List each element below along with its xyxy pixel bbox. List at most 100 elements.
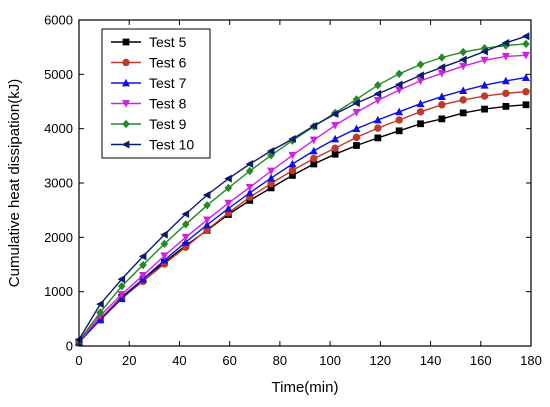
data-point xyxy=(417,120,424,128)
data-point xyxy=(203,220,212,229)
data-point xyxy=(352,99,360,108)
data-point xyxy=(266,146,275,155)
data-point xyxy=(501,76,510,85)
data-point xyxy=(203,201,211,210)
data-point xyxy=(522,88,530,96)
data-point xyxy=(181,220,190,229)
data-point xyxy=(501,38,510,47)
x-tick-label: 180 xyxy=(520,353,542,368)
x-tick-label: 100 xyxy=(319,353,341,368)
data-point xyxy=(459,96,467,104)
data-point xyxy=(522,39,530,49)
legend-marker xyxy=(122,100,130,108)
legend-marker xyxy=(121,140,130,149)
data-point xyxy=(395,86,404,95)
data-point xyxy=(330,109,339,118)
data-point xyxy=(309,136,318,145)
data-point xyxy=(181,238,190,246)
data-point xyxy=(374,124,382,132)
series-test-10 xyxy=(74,32,530,344)
data-point xyxy=(521,32,530,41)
x-tick-label: 60 xyxy=(222,353,236,368)
data-point xyxy=(245,159,254,168)
y-tick-label: 1000 xyxy=(44,284,73,299)
axis-ticks: 0 20 40 60 80 100 120 140 160 180 0 1000 2000 3000 400… xyxy=(44,13,542,369)
data-point xyxy=(117,282,126,291)
data-point xyxy=(521,51,530,60)
data-point xyxy=(480,81,489,89)
legend-label: Test 5 xyxy=(149,34,187,50)
data-point xyxy=(160,252,169,261)
data-point xyxy=(96,300,104,309)
x-tick-label: 140 xyxy=(420,353,442,368)
legend-marker xyxy=(122,58,130,67)
data-point xyxy=(459,47,467,57)
data-point xyxy=(139,271,148,280)
x-tick-label: 0 xyxy=(75,353,82,368)
data-point xyxy=(288,134,296,143)
data-point xyxy=(288,159,297,168)
data-point xyxy=(352,124,361,133)
y-axis-label: Cumulative heat dissipation(kJ) xyxy=(6,79,23,287)
legend-box xyxy=(101,28,211,159)
data-point xyxy=(288,166,297,175)
y-tick-label: 4000 xyxy=(44,121,73,136)
data-point xyxy=(352,133,361,142)
data-point xyxy=(224,174,232,183)
data-point xyxy=(181,233,190,242)
data-point xyxy=(245,166,254,176)
data-point xyxy=(353,142,360,149)
data-point xyxy=(373,89,382,98)
data-point xyxy=(395,107,404,116)
data-point xyxy=(117,275,126,284)
data-point xyxy=(522,101,530,109)
data-point xyxy=(138,252,147,261)
legend-label: Test 10 xyxy=(149,137,194,153)
legend-label: Test 9 xyxy=(149,116,187,132)
data-point xyxy=(416,71,424,80)
series-layer xyxy=(74,32,530,347)
legend-label: Test 6 xyxy=(149,55,187,71)
series-line xyxy=(78,35,527,340)
data-point xyxy=(437,63,446,72)
data-point xyxy=(437,69,446,78)
data-point xyxy=(459,109,467,117)
data-point xyxy=(501,53,510,61)
data-point xyxy=(459,86,468,95)
data-point xyxy=(224,183,233,193)
data-point xyxy=(373,97,382,105)
data-point xyxy=(395,69,403,78)
data-point xyxy=(480,47,488,56)
data-point xyxy=(416,60,425,69)
data-point xyxy=(521,73,530,81)
data-point xyxy=(310,154,318,163)
data-point xyxy=(374,134,382,142)
x-tick-label: 40 xyxy=(172,353,186,368)
data-point xyxy=(395,127,403,135)
legend-marker xyxy=(122,119,130,129)
data-point xyxy=(310,160,318,168)
data-point xyxy=(438,115,446,123)
data-point xyxy=(438,101,446,109)
legend-label: Test 8 xyxy=(149,96,187,112)
data-point xyxy=(245,183,254,192)
x-tick-label: 160 xyxy=(470,353,492,368)
series-line xyxy=(78,54,527,343)
data-point xyxy=(438,53,446,62)
data-point xyxy=(331,150,339,158)
series-line xyxy=(78,91,527,344)
data-point xyxy=(395,116,403,124)
data-point xyxy=(96,308,105,317)
data-point xyxy=(267,179,275,188)
data-point xyxy=(289,171,296,179)
data-point xyxy=(224,204,233,212)
data-point xyxy=(267,173,276,182)
x-tick-label: 80 xyxy=(273,353,287,368)
data-point xyxy=(203,216,212,225)
data-point xyxy=(202,190,211,199)
data-point xyxy=(394,80,403,89)
data-point xyxy=(352,108,361,117)
data-point xyxy=(117,290,126,299)
data-point xyxy=(374,81,382,90)
legend-marker xyxy=(122,38,130,46)
